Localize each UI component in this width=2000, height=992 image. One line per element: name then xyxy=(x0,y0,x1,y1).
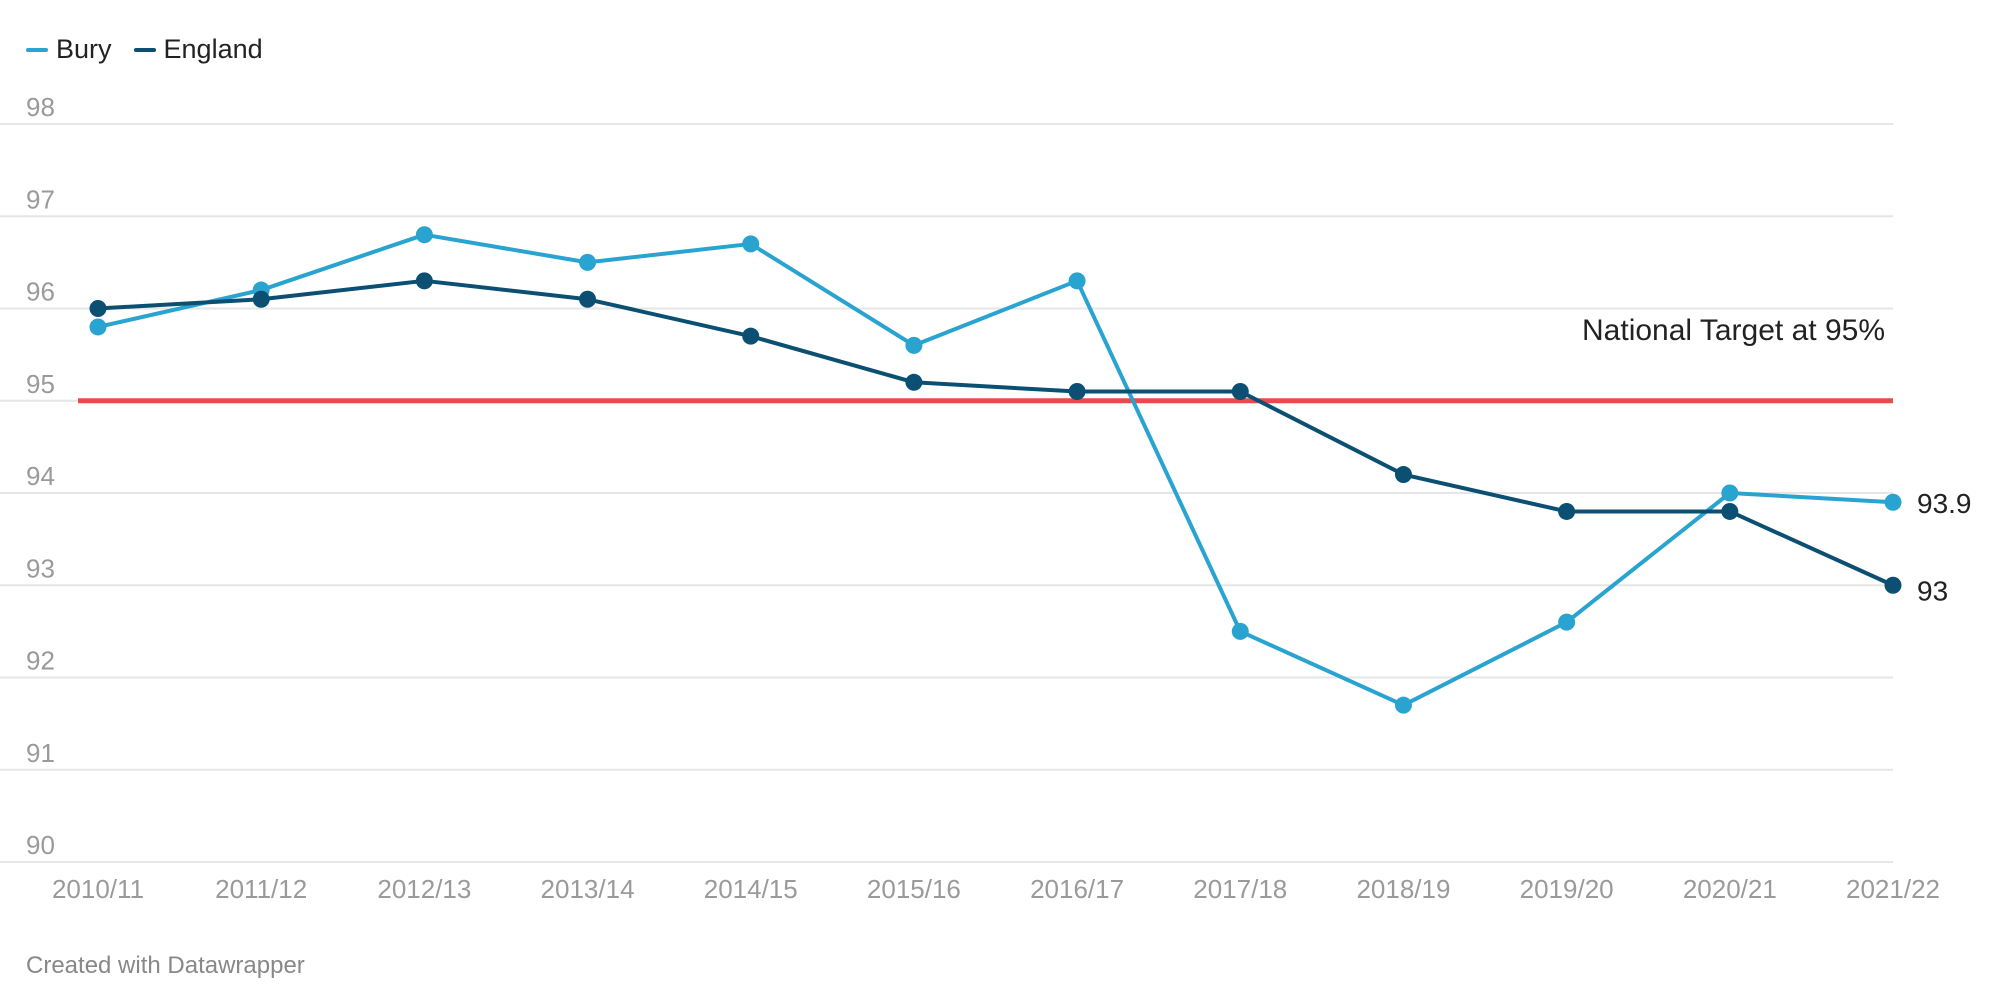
x-tick-label-2020-21: 2020/21 xyxy=(1683,874,1777,904)
legend: Bury England xyxy=(26,34,263,65)
x-tick-label-2012-13: 2012/13 xyxy=(377,874,471,904)
data-point-england-2015-16 xyxy=(905,373,923,391)
data-point-england-2018-19 xyxy=(1394,466,1412,484)
y-tick-label-94: 94 xyxy=(26,461,55,491)
series-line-england xyxy=(96,278,1895,588)
data-point-england-2012-13 xyxy=(415,272,433,290)
series-line-bury xyxy=(96,232,1895,708)
footer-credit: Created with Datawrapper xyxy=(26,952,305,979)
y-tick-label-97: 97 xyxy=(26,184,55,214)
x-tick-label-2018-19: 2018/19 xyxy=(1356,874,1450,904)
data-point-bury-2010-11 xyxy=(89,318,107,336)
data-point-england-2014-15 xyxy=(742,327,760,345)
legend-item-bury: Bury xyxy=(26,34,112,65)
x-tick-label-2017-18: 2017/18 xyxy=(1193,874,1287,904)
legend-swatch-england xyxy=(133,47,156,52)
data-point-bury-2018-19 xyxy=(1394,696,1412,714)
data-point-bury-2016-17 xyxy=(1068,272,1086,290)
data-point-england-2020-21 xyxy=(1721,502,1739,520)
data-point-bury-2017-18 xyxy=(1231,622,1249,640)
x-tick-label-2016-17: 2016/17 xyxy=(1030,874,1124,904)
data-point-england-2016-17 xyxy=(1068,383,1086,401)
y-tick-label-96: 96 xyxy=(26,277,55,307)
data-point-england-2013-14 xyxy=(579,290,597,308)
end-label-england: 93 xyxy=(1917,575,1948,606)
data-point-england-2011-12 xyxy=(252,290,270,308)
data-point-bury-2012-13 xyxy=(415,226,433,244)
y-tick-label-91: 91 xyxy=(26,738,55,768)
x-tick-label-2015-16: 2015/16 xyxy=(867,874,961,904)
y-tick-label-92: 92 xyxy=(26,646,55,676)
target-line-label: National Target at 95% xyxy=(1582,314,1885,347)
data-point-england-2010-11 xyxy=(89,300,107,317)
y-tick-label-98: 98 xyxy=(26,92,55,122)
x-tick-label-2013-14: 2013/14 xyxy=(541,874,635,904)
data-point-england-2021-22 xyxy=(1884,576,1902,594)
data-point-bury-2013-14 xyxy=(579,253,597,271)
x-tick-label-2021-22: 2021/22 xyxy=(1846,874,1940,904)
y-tick-label-95: 95 xyxy=(26,369,55,399)
data-point-england-2017-18 xyxy=(1231,383,1249,401)
end-label-bury: 93.9 xyxy=(1917,488,1972,519)
legend-swatch-bury xyxy=(26,47,48,52)
data-point-bury-2021-22 xyxy=(1884,493,1902,511)
data-point-bury-2015-16 xyxy=(905,336,923,354)
x-tick-label-2010-11: 2010/11 xyxy=(52,874,144,904)
data-point-bury-2019-20 xyxy=(1558,613,1576,631)
y-tick-label-93: 93 xyxy=(26,553,55,583)
x-tick-label-2019-20: 2019/20 xyxy=(1520,874,1614,904)
legend-item-england: England xyxy=(133,34,263,65)
y-tick-label-90: 90 xyxy=(26,830,55,860)
data-point-bury-2014-15 xyxy=(742,235,760,253)
x-tick-label-2011-12: 2011/12 xyxy=(215,874,307,904)
data-point-england-2019-20 xyxy=(1558,502,1576,520)
data-point-bury-2020-21 xyxy=(1721,484,1739,502)
x-tick-label-2014-15: 2014/15 xyxy=(704,874,798,904)
legend-label-bury: Bury xyxy=(56,34,112,64)
legend-label-england: England xyxy=(163,34,263,64)
